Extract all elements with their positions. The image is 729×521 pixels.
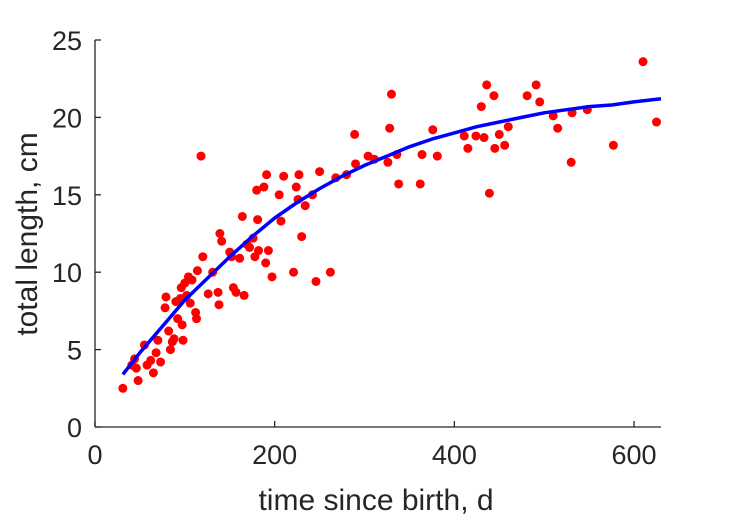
data-point: [428, 125, 438, 135]
data-point: [203, 289, 213, 299]
axes: 0 200 400 600 0 5 10 15 20 25: [52, 26, 661, 470]
data-point: [482, 80, 492, 90]
data-point: [165, 345, 175, 355]
y-tick-label: 15: [52, 181, 82, 211]
data-point: [484, 188, 494, 198]
data-point: [254, 246, 264, 256]
data-point: [535, 97, 545, 107]
y-tick-label: 10: [52, 258, 82, 288]
data-point: [274, 190, 284, 200]
data-point: [300, 201, 310, 211]
data-point: [164, 326, 174, 336]
data-point: [169, 334, 179, 344]
data-point: [185, 298, 195, 308]
data-point: [177, 320, 187, 330]
data-point: [463, 143, 473, 153]
data-point: [522, 91, 532, 101]
plot-area: [118, 57, 662, 393]
x-tick-label: 0: [87, 440, 102, 470]
data-point: [118, 383, 128, 393]
data-point: [148, 368, 158, 378]
data-point: [479, 133, 489, 143]
data-point: [566, 157, 576, 167]
data-point: [652, 117, 662, 127]
data-point: [291, 182, 301, 192]
y-tick-label: 25: [52, 26, 82, 56]
data-point: [131, 363, 141, 373]
data-point: [325, 267, 335, 277]
y-tick-label: 0: [67, 413, 82, 443]
data-point: [315, 167, 325, 177]
fit-curve: [121, 97, 662, 376]
data-point: [252, 185, 262, 195]
data-point: [259, 182, 269, 192]
x-tick-label: 600: [612, 440, 657, 470]
data-point: [385, 123, 395, 133]
data-point: [294, 170, 304, 180]
data-point: [386, 89, 396, 99]
x-tick-label: 400: [432, 440, 477, 470]
data-point: [198, 252, 208, 262]
data-point: [214, 300, 224, 310]
data-point: [196, 151, 206, 161]
data-point: [213, 287, 223, 297]
data-point: [235, 253, 245, 263]
data-point: [146, 355, 156, 365]
data-point: [432, 151, 442, 161]
data-point: [490, 143, 500, 153]
data-point: [638, 57, 648, 67]
x-axis-label: time since birth, d: [258, 484, 493, 517]
x-tick-label: 200: [252, 440, 297, 470]
data-point: [494, 129, 504, 139]
data-point: [476, 102, 486, 112]
y-ticks: 0 5 10 15 20 25: [52, 26, 101, 443]
data-point: [489, 91, 499, 101]
data-point: [263, 246, 273, 256]
data-point: [289, 267, 299, 277]
data-point: [187, 275, 197, 285]
data-point: [173, 314, 183, 324]
data-point: [279, 171, 289, 181]
data-point: [161, 292, 171, 302]
data-point: [503, 122, 513, 132]
data-point: [178, 335, 188, 345]
data-point: [394, 179, 404, 189]
data-point: [153, 335, 163, 345]
data-point: [253, 215, 263, 225]
data-point: [215, 229, 225, 238]
y-tick-label: 5: [67, 336, 82, 366]
data-point: [267, 272, 277, 282]
data-point: [192, 266, 202, 276]
data-point: [415, 179, 425, 189]
data-point: [192, 314, 202, 324]
data-point: [531, 80, 541, 90]
data-point: [383, 157, 393, 167]
data-point: [151, 348, 161, 358]
data-point: [276, 216, 286, 226]
data-point: [350, 129, 360, 139]
data-point: [500, 140, 510, 150]
data-point: [231, 287, 241, 297]
y-axis-label: total length, cm: [11, 132, 44, 335]
y-tick-label: 20: [52, 103, 82, 133]
data-point: [297, 232, 307, 242]
data-point: [459, 131, 469, 141]
data-point: [471, 131, 481, 141]
data-point: [261, 258, 271, 268]
data-point: [160, 303, 170, 313]
data-point: [351, 159, 361, 169]
x-ticks: 0 200 400 600: [87, 421, 657, 470]
data-point: [417, 150, 427, 160]
data-point: [239, 290, 249, 300]
data-point: [156, 357, 166, 367]
data-point: [262, 170, 272, 180]
data-point: [133, 376, 143, 386]
data-point: [311, 276, 321, 286]
data-point: [553, 123, 563, 133]
data-point: [245, 242, 255, 252]
data-point: [217, 236, 227, 246]
data-point: [608, 140, 618, 150]
data-point: [237, 211, 247, 221]
